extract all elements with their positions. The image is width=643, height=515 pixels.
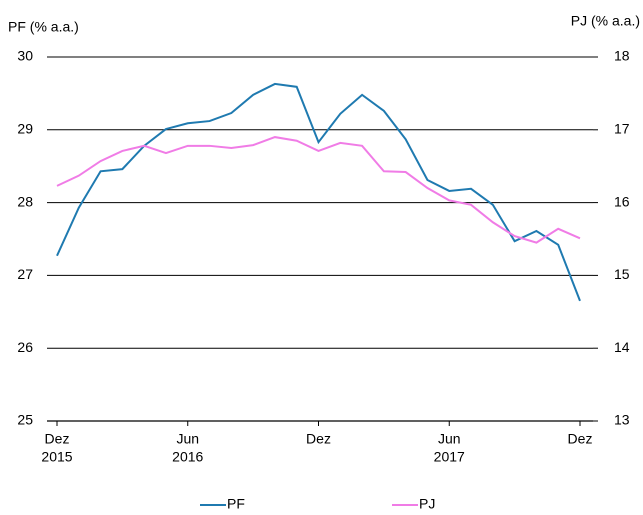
legend-label: PJ (419, 496, 435, 512)
x-year-label: 2017 (434, 449, 465, 465)
y-tick-label: 26 (17, 339, 33, 355)
x-year-label: 2015 (41, 449, 72, 465)
y-tick-label: 28 (17, 193, 33, 209)
x-tick-label: Dez (568, 431, 593, 447)
y2-axis-label: PJ (% a.a.) (571, 13, 640, 29)
x-tick-label: Jun (176, 431, 199, 447)
y-tick-label: 30 (17, 48, 33, 64)
x-year-label: 2016 (172, 449, 203, 465)
x-tick-label: Dez (306, 431, 331, 447)
y2-tick-label: 15 (614, 266, 630, 282)
y-tick-label: 27 (17, 266, 33, 282)
series-line (56, 136, 581, 244)
y-tick-label: 29 (17, 121, 33, 137)
series-line (56, 82, 581, 302)
y2-tick-label: 17 (614, 121, 630, 137)
y-tick-label: 25 (17, 412, 33, 428)
y2-tick-label: 18 (614, 48, 630, 64)
y2-tick-label: 16 (614, 193, 630, 209)
x-tick-label: Jun (438, 431, 461, 447)
x-tick-label: Dez (45, 431, 70, 447)
y2-tick-label: 14 (614, 339, 630, 355)
y-axis-label: PF (% a.a.) (8, 19, 79, 35)
y2-tick-label: 13 (614, 412, 630, 428)
legend-label: PF (227, 496, 245, 512)
